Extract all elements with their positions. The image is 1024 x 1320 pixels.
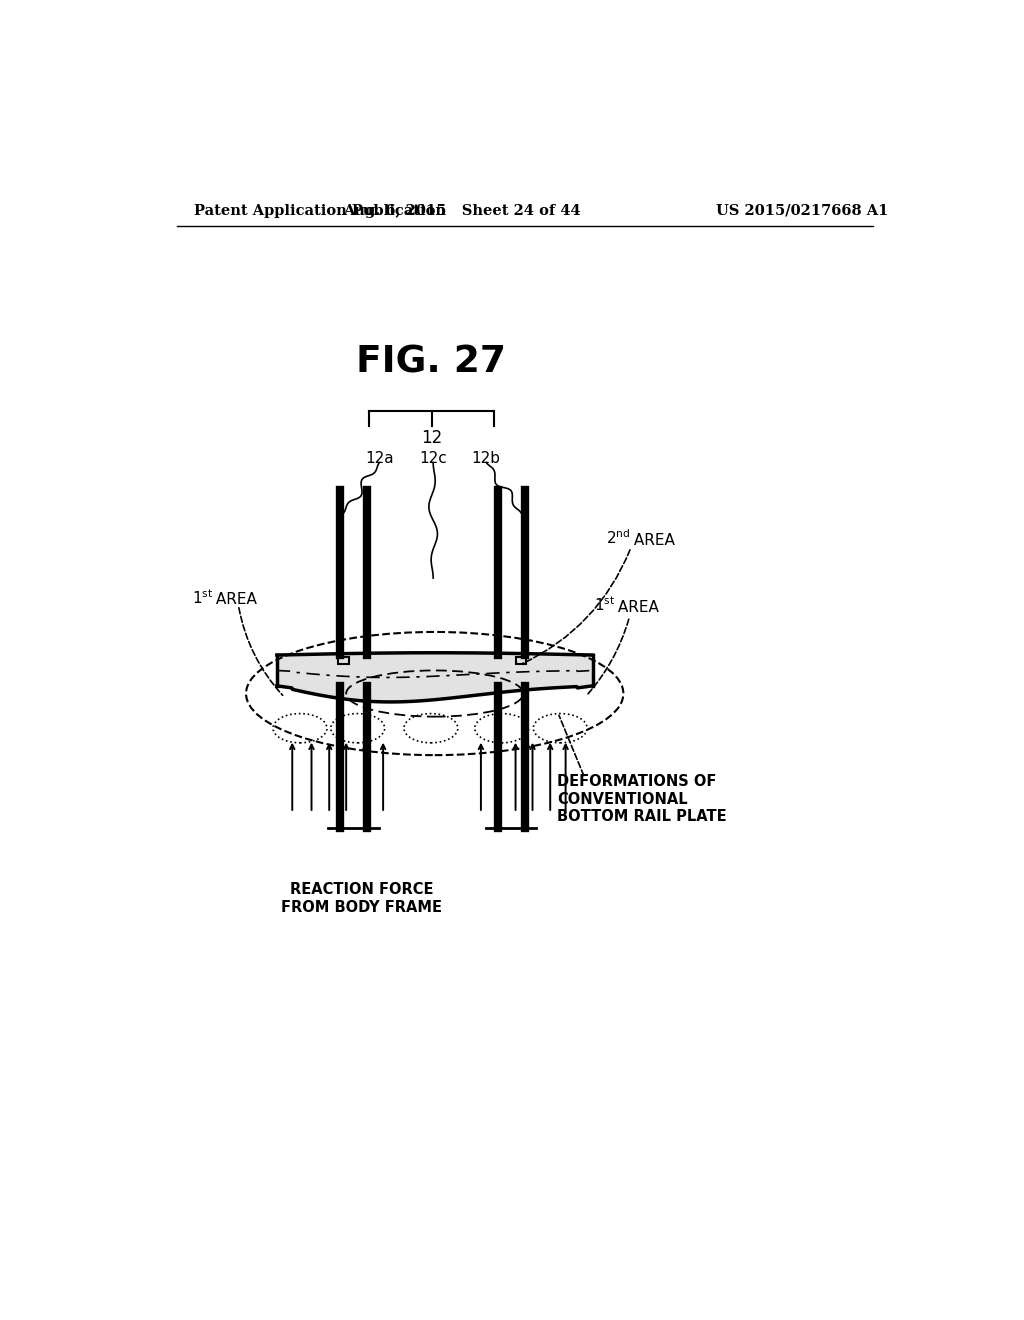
Text: 12: 12 — [421, 429, 442, 447]
Text: Patent Application Publication: Patent Application Publication — [194, 203, 445, 218]
Text: 12a: 12a — [365, 451, 393, 466]
Text: 1$^{\mathrm{st}}$: 1$^{\mathrm{st}}$ — [193, 587, 214, 607]
Text: 1$^{\mathrm{st}}$: 1$^{\mathrm{st}}$ — [594, 595, 615, 614]
Text: AREA: AREA — [613, 599, 659, 615]
Text: AREA: AREA — [211, 593, 257, 607]
Text: 12c: 12c — [419, 451, 447, 466]
Text: 2$^{\mathrm{nd}}$: 2$^{\mathrm{nd}}$ — [606, 528, 631, 548]
Text: AREA: AREA — [629, 533, 675, 548]
Text: 12b: 12b — [472, 451, 501, 466]
Bar — [515, 656, 526, 664]
Text: FIG. 27: FIG. 27 — [356, 345, 506, 380]
Bar — [339, 656, 349, 664]
Text: US 2015/0217668 A1: US 2015/0217668 A1 — [716, 203, 888, 218]
Text: REACTION FORCE
FROM BODY FRAME: REACTION FORCE FROM BODY FRAME — [281, 882, 442, 915]
Text: Aug. 6, 2015   Sheet 24 of 44: Aug. 6, 2015 Sheet 24 of 44 — [343, 203, 581, 218]
Polygon shape — [276, 653, 593, 702]
Text: DEFORMATIONS OF
CONVENTIONAL
BOTTOM RAIL PLATE: DEFORMATIONS OF CONVENTIONAL BOTTOM RAIL… — [557, 775, 727, 824]
